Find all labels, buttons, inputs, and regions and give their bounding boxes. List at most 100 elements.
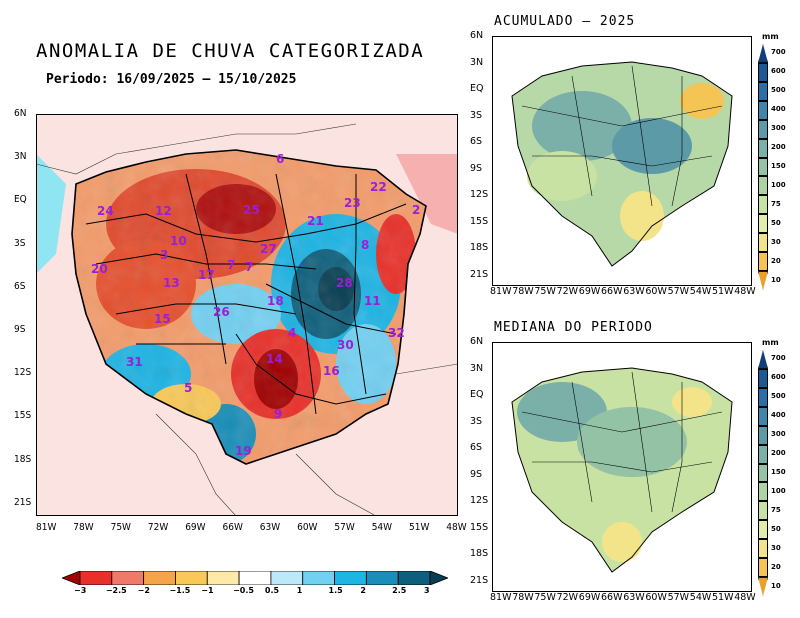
mm-scale-segment bbox=[758, 100, 768, 120]
mm-scale-segment bbox=[758, 195, 768, 215]
basin-number-label: 11 bbox=[364, 294, 381, 308]
basin-number-label: 31 bbox=[126, 355, 143, 369]
mm-scale-segment bbox=[758, 138, 768, 158]
main-lat-tick: 12S bbox=[14, 367, 32, 379]
colorbar-low-triangle bbox=[60, 570, 81, 586]
right-lat-tick: 3N bbox=[470, 56, 484, 68]
mm-scale-label: 600 bbox=[771, 67, 786, 76]
basin-number-label: 20 bbox=[91, 262, 108, 276]
main-lon-tick: 69W bbox=[185, 522, 206, 533]
right-lon-tick: 75W bbox=[534, 286, 556, 297]
right-lon-tick: 72W bbox=[556, 286, 579, 297]
colorbar-label: −2 bbox=[137, 586, 150, 595]
colorbar-label: −2.5 bbox=[105, 586, 127, 595]
mm-scale-label: 300 bbox=[771, 430, 786, 439]
colorbar-segment bbox=[143, 570, 176, 586]
mm-scale-label: 30 bbox=[771, 237, 781, 246]
colorbar-label: −0.5 bbox=[233, 586, 254, 595]
colorbar-label: 2 bbox=[360, 586, 366, 595]
colorbar-segment bbox=[270, 570, 304, 586]
right-lat-tick: 6N bbox=[470, 336, 484, 347]
basin-number-label: 4 bbox=[288, 326, 297, 340]
basin-number-label: 6 bbox=[276, 152, 285, 166]
basin-number-label: 26 bbox=[213, 305, 230, 319]
right-lon-tick: 69W bbox=[578, 286, 601, 297]
basin-number-label: 25 bbox=[243, 203, 260, 217]
basin-number-label: 7 bbox=[245, 260, 254, 274]
right-lat-tick: 6S bbox=[470, 442, 483, 453]
main-lat-tick: 21S bbox=[14, 496, 32, 508]
basin-number-label: 12 bbox=[155, 204, 172, 218]
mm-scale-label: 50 bbox=[771, 524, 781, 533]
main-lon-tick: 81W bbox=[36, 522, 57, 533]
mm-scale-label: 500 bbox=[771, 86, 786, 95]
right-lat-tick: 3S bbox=[470, 109, 483, 121]
mm-scale-top bbox=[758, 44, 768, 290]
mm-scale-segment bbox=[758, 539, 768, 559]
main-lat-tick: 15S bbox=[14, 410, 32, 422]
right-lat-tick: 18S bbox=[470, 548, 489, 559]
right-lat-tick: 15S bbox=[470, 215, 489, 227]
mm-scale-segment bbox=[758, 233, 768, 253]
basin-number-label: 16 bbox=[323, 364, 340, 378]
mm-scale-segment bbox=[758, 368, 768, 388]
basin-number-label: 27 bbox=[260, 242, 277, 256]
basin-number-label: 2 bbox=[412, 203, 421, 217]
mediana-map-svg bbox=[492, 342, 752, 592]
right-lon-tick: 63W bbox=[623, 286, 645, 297]
mm-scale-label: 10 bbox=[771, 275, 781, 284]
mm-scale-segment bbox=[758, 252, 768, 272]
mm-scale-label: 200 bbox=[771, 449, 786, 458]
main-lon-tick: 48W bbox=[446, 522, 467, 533]
mm-scale-label: 100 bbox=[771, 486, 786, 495]
main-lon-tick: 57W bbox=[334, 522, 355, 533]
basin-number-label: 30 bbox=[337, 338, 354, 352]
right-lon-tick: 66W bbox=[601, 592, 623, 603]
right-lat-tick: EQ bbox=[470, 83, 484, 94]
colorbar-segment bbox=[79, 570, 113, 586]
sub-basin-lines bbox=[85, 173, 407, 415]
mm-scale-label: 400 bbox=[771, 411, 786, 420]
mm-scale-label: 10 bbox=[771, 581, 781, 590]
right-lon-tick: 48W bbox=[734, 286, 756, 297]
main-lon-tick: 51W bbox=[409, 522, 430, 533]
colorbar-high-triangle bbox=[429, 570, 450, 586]
main-lon-tick: 78W bbox=[73, 522, 94, 533]
country-borders bbox=[35, 123, 459, 517]
right-lon-tick: 72W bbox=[556, 592, 579, 603]
right-lon-tick: 60W bbox=[645, 592, 667, 603]
basin-number-label: 21 bbox=[307, 214, 324, 228]
right-lon-tick: 81W bbox=[490, 286, 512, 297]
right-lon-tick: 78W bbox=[512, 592, 534, 603]
right-lat-tick: EQ bbox=[470, 389, 484, 400]
anomaly-map-svg bbox=[35, 114, 459, 517]
mm-scale-label: 150 bbox=[771, 468, 786, 476]
period-label: Periodo: 16/09/2025 – 15/10/2025 bbox=[46, 72, 297, 87]
basin-number-label: 15 bbox=[154, 312, 171, 326]
colorbar-segment bbox=[302, 570, 335, 586]
basin-number-label: 17 bbox=[198, 268, 215, 282]
right-lon-tick: 54W bbox=[689, 592, 712, 603]
basin-number-label: 5 bbox=[184, 381, 193, 395]
basin-number-label: 24 bbox=[97, 204, 114, 218]
colorbar-segment bbox=[206, 570, 240, 586]
colorbar-label: 1.5 bbox=[328, 586, 343, 595]
right-lat-tick: 6S bbox=[470, 136, 483, 147]
right-lat-tick: 15S bbox=[470, 521, 489, 533]
colorbar-label: −1.5 bbox=[169, 586, 191, 595]
colorbar-label: 3 bbox=[424, 586, 430, 595]
mm-scale-segment bbox=[758, 176, 768, 196]
main-lon-tick: 63W bbox=[259, 522, 281, 533]
colorbar-label: 0.5 bbox=[264, 586, 280, 595]
mm-scale-label: 50 bbox=[771, 218, 781, 227]
colorbar-segment bbox=[238, 570, 272, 586]
mm-scale-segment bbox=[758, 387, 768, 407]
acumulado-frame bbox=[492, 36, 752, 286]
mm-scale-segment bbox=[758, 520, 768, 540]
colorbar-label: 2.5 bbox=[392, 586, 407, 595]
right-lat-tick: 12S bbox=[470, 495, 489, 506]
basin-number-label: 9 bbox=[274, 407, 283, 421]
mm-scale-segment bbox=[758, 463, 768, 483]
basin-number-label: 19 bbox=[235, 444, 252, 458]
mm-scale-label: 20 bbox=[771, 256, 781, 265]
